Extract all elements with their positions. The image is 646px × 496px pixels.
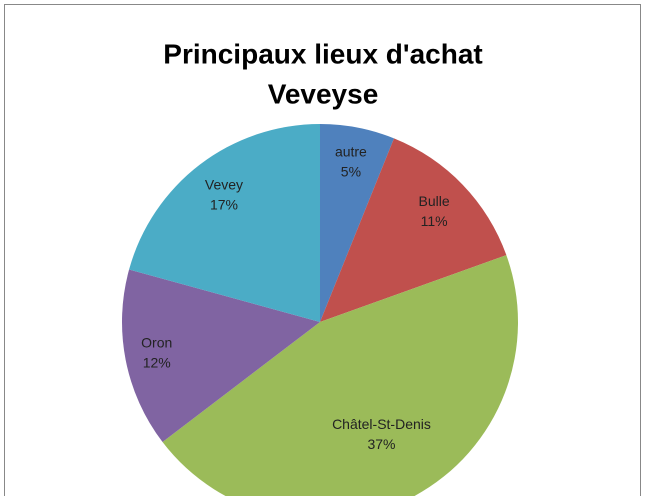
slice-label: Vevey [205, 177, 243, 193]
pie-slice [122, 269, 321, 443]
chart-title: Veveyse [268, 78, 379, 109]
slice-value-label: 37% [367, 436, 395, 452]
slice-label: Bulle [419, 193, 450, 209]
slice-value-label: 5% [341, 163, 361, 179]
pie-slice [320, 138, 507, 322]
pie-slice [129, 124, 320, 322]
slice-value-label: 11% [421, 213, 448, 229]
slice-label: Châtel-St-Denis [332, 416, 431, 432]
pie-slice [320, 124, 395, 322]
pie-slice [162, 255, 518, 496]
slice-label: Oron [141, 334, 172, 350]
chart-title: Principaux lieux d'achat [163, 38, 482, 69]
slice-label: autre [335, 143, 367, 159]
slice-value-label: 17% [210, 197, 238, 213]
slice-value-label: 12% [143, 354, 171, 370]
